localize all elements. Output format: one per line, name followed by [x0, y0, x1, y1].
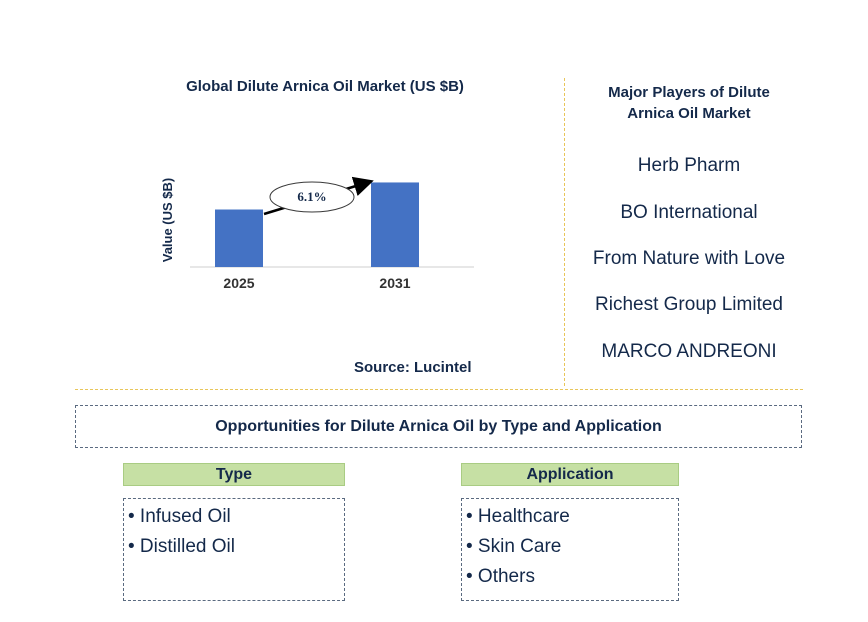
- players-title-line2: Arnica Oil Market: [627, 105, 751, 122]
- cagr-label: 6.1%: [297, 189, 326, 204]
- chart-title: Global Dilute Arnica Oil Market (US $B): [186, 78, 464, 95]
- player-item: Richest Group Limited: [595, 294, 783, 315]
- application-list: • Healthcare • Skin Care • Others: [461, 498, 679, 601]
- horizontal-divider: [75, 389, 803, 390]
- application-header-label: Application: [526, 465, 614, 483]
- player-item: From Nature with Love: [592, 248, 786, 269]
- player-item: MARCO ANDREONI: [601, 341, 777, 362]
- cagr-bubble: [269, 181, 355, 213]
- players-title: Major Players of Dilute Arnica Oil Marke…: [583, 82, 795, 124]
- player-item: Herb Pharm: [637, 155, 741, 176]
- vertical-divider: [564, 78, 565, 386]
- type-list: • Infused Oil • Distilled Oil: [123, 498, 345, 601]
- bar-chart: Value (US $B) 6.1% 2025 2031: [160, 176, 474, 291]
- opportunities-banner: Opportunities for Dilute Arnica Oil by T…: [75, 405, 802, 448]
- x-tick-label: 2031: [379, 275, 410, 291]
- list-item: • Distilled Oil: [128, 536, 235, 557]
- bar-2031: [371, 182, 419, 267]
- list-item: • Skin Care: [466, 536, 562, 557]
- type-header: Type: [123, 463, 345, 486]
- type-header-label: Type: [215, 465, 253, 483]
- list-item: • Others: [466, 566, 535, 587]
- opportunities-title: Opportunities for Dilute Arnica Oil by T…: [215, 417, 662, 435]
- application-header: Application: [461, 463, 679, 486]
- list-item: • Infused Oil: [128, 506, 231, 527]
- bar-2025: [215, 209, 263, 267]
- y-axis-label: Value (US $B): [160, 178, 175, 263]
- x-tick-label: 2025: [223, 275, 254, 291]
- source-label: Source: Lucintel: [354, 359, 472, 376]
- list-item: • Healthcare: [466, 506, 570, 527]
- player-item: BO International: [620, 202, 758, 223]
- players-title-line1: Major Players of Dilute: [608, 84, 770, 101]
